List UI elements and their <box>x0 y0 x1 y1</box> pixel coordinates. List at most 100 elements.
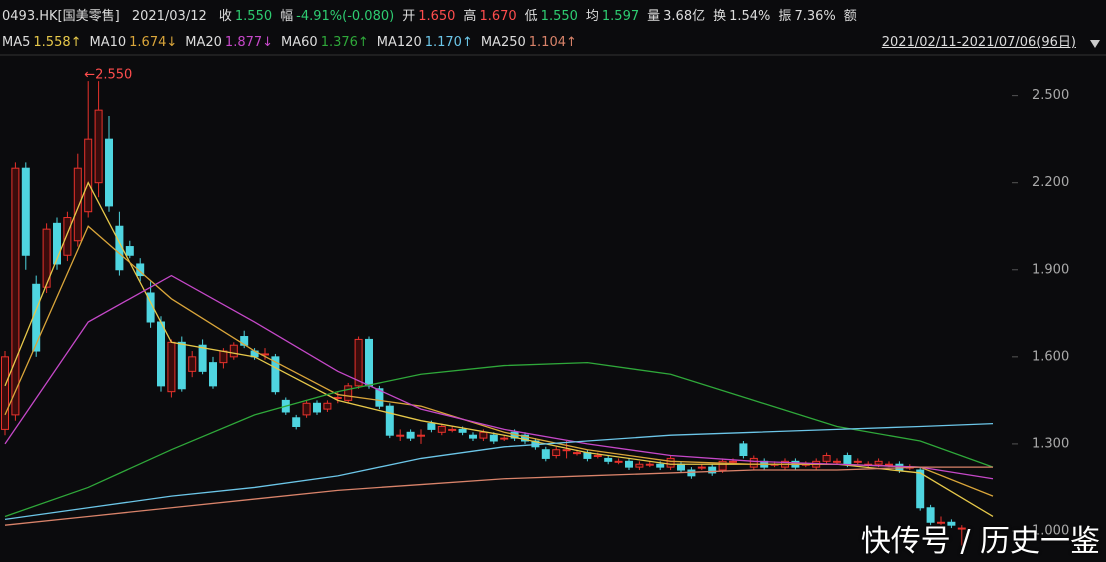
legend-name: MA10 <box>89 35 127 50</box>
field-value: 1.54% <box>729 9 771 24</box>
field-value: -4.91%(-0.080) <box>296 9 395 24</box>
field-label: 均 <box>585 9 599 24</box>
candle-body <box>500 437 509 440</box>
candle-body <box>541 449 550 459</box>
candle-body <box>448 428 457 431</box>
candle-body <box>42 228 51 288</box>
field-label: 额 <box>843 9 857 24</box>
legend-value: 1.104↑ <box>528 35 577 50</box>
legend-value: 1.674↓ <box>129 35 178 50</box>
candle-body <box>593 455 602 458</box>
legend-value: 1.376↑ <box>320 35 369 50</box>
candle-body <box>718 460 727 471</box>
candle-body <box>323 402 332 410</box>
candle-body <box>853 460 862 463</box>
field-value: 1.650 <box>418 9 456 24</box>
candle-body <box>573 452 581 455</box>
y-tick-label: 1.000 <box>1032 523 1069 538</box>
candle-body <box>833 460 841 463</box>
quote-date: 2021/03/12 <box>131 9 207 24</box>
watermark: 快传号 / 历史一鉴 <box>860 524 1100 559</box>
candle-body <box>562 449 571 452</box>
candles <box>1 81 966 546</box>
legend-name: MA250 <box>480 35 526 50</box>
field-value: 1.597 <box>601 9 640 24</box>
candle-body <box>198 344 207 372</box>
candle-body <box>458 428 467 433</box>
legend-name: MA120 <box>376 35 422 50</box>
candle-body <box>32 283 41 352</box>
candle-body <box>926 507 935 523</box>
field-value: 1.550 <box>540 9 578 24</box>
candle-body <box>406 431 415 439</box>
candle-body <box>177 341 186 390</box>
field-label: 换 <box>713 9 727 24</box>
candle-body <box>552 449 561 457</box>
candle-body <box>729 460 737 463</box>
ma-line <box>4 466 993 526</box>
candle-body <box>188 356 197 372</box>
field-label: 低 <box>524 9 538 24</box>
candle-body <box>427 423 436 430</box>
candle-body <box>916 469 925 509</box>
candle-body <box>521 434 529 442</box>
y-tick-label: 1.300 <box>1032 436 1069 451</box>
ma-line <box>4 274 994 480</box>
candle-body <box>666 457 675 468</box>
legend-name: MA60 <box>281 35 318 50</box>
field-label: 高 <box>463 9 477 24</box>
field-label: 收 <box>218 9 232 24</box>
max-label: ←2.550 <box>84 68 132 83</box>
ma-legend: MA5 1.558↑ MA10 1.674↓ MA20 1.877↓ MA60 1.376↑ M… <box>2 32 585 54</box>
candle-body <box>708 466 717 474</box>
candle-body <box>645 463 654 466</box>
candle-body <box>229 344 238 358</box>
field-label: 量 <box>647 9 661 24</box>
field-label: 幅 <box>280 9 294 24</box>
dropdown-icon[interactable] <box>1090 40 1100 48</box>
candle-body <box>11 167 20 416</box>
candle-body <box>396 434 405 437</box>
candle-body <box>344 385 353 401</box>
candle-body <box>84 138 93 213</box>
candle-body <box>365 338 373 387</box>
candle-body <box>209 362 217 387</box>
candle-body <box>219 350 228 364</box>
candle-body <box>417 434 425 437</box>
candle-body <box>843 455 852 465</box>
candle-body <box>333 396 342 399</box>
candle-body <box>937 521 945 524</box>
candle-body <box>136 263 145 277</box>
candle-body <box>21 167 30 256</box>
y-tick-label: 2.200 <box>1032 175 1069 190</box>
candle-body <box>469 434 477 439</box>
field-value: 1.550 <box>234 9 273 24</box>
candle-body <box>885 463 893 466</box>
stock-code: 0493.HK[国美零售] <box>2 9 120 24</box>
legend-value: 1.558↑ <box>33 35 82 50</box>
legend-value: 1.170↑ <box>424 35 473 50</box>
y-tick-label: 1.600 <box>1032 349 1069 364</box>
date-range[interactable]: 2021/02/11-2021/07/06(96日) <box>881 35 1076 50</box>
candle-body <box>749 457 758 468</box>
legend-name: MA5 <box>2 35 31 50</box>
candle-body <box>625 460 633 468</box>
candle-body <box>167 341 176 393</box>
quote-row: 0493.HK[国美零售] 2021/03/12 收 1.550 幅 -4.91%(-… <box>2 6 868 28</box>
candle-body <box>105 138 113 207</box>
candle-body <box>957 527 966 530</box>
legend-value: 1.877↓ <box>224 35 274 50</box>
field-label: 开 <box>402 9 416 24</box>
candle-body <box>437 425 446 433</box>
candle-body <box>656 463 665 468</box>
candle-body <box>94 109 103 184</box>
candle-body <box>125 246 134 256</box>
candle-body <box>489 434 498 442</box>
ma-line <box>4 361 994 518</box>
candle-body <box>354 338 363 387</box>
field-label: 振 <box>778 9 792 24</box>
candle-body <box>677 463 685 471</box>
ma-line <box>4 422 994 521</box>
